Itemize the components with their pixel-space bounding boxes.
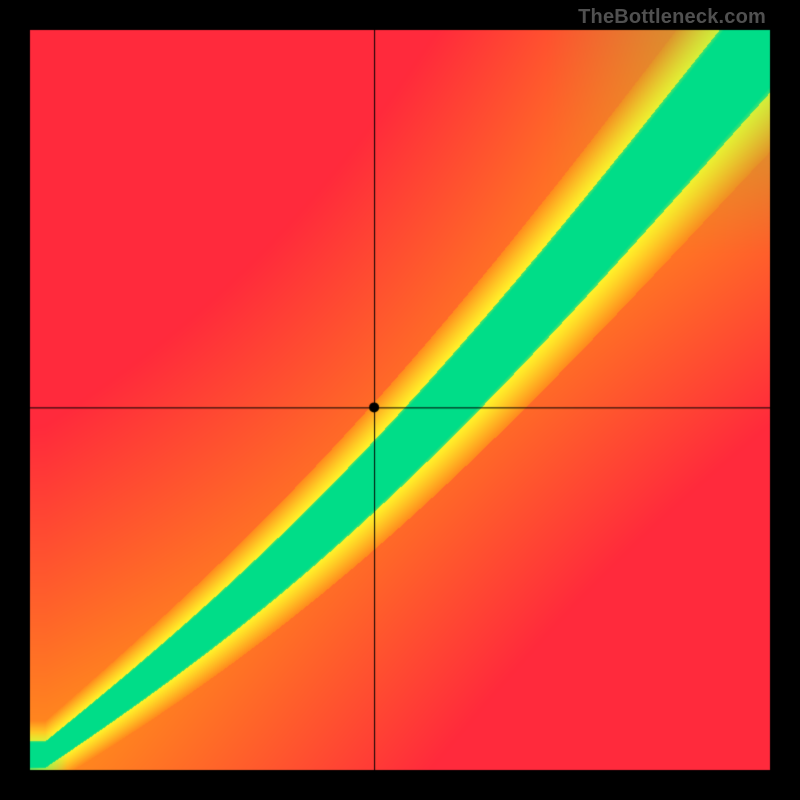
chart-frame: TheBottleneck.com — [0, 0, 800, 800]
watermark-text: TheBottleneck.com — [578, 6, 766, 29]
bottleneck-heatmap-canvas — [0, 0, 800, 800]
